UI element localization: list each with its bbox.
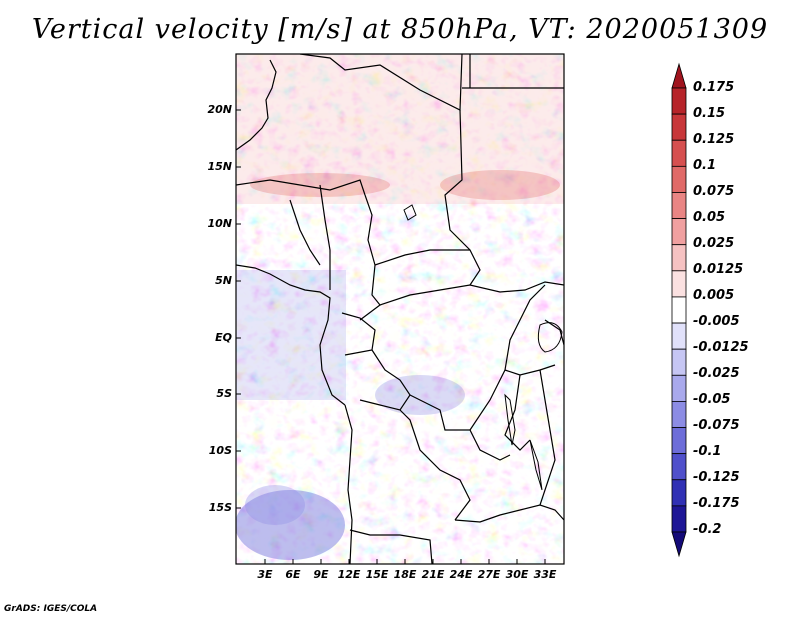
- colorbar-segment: [671, 62, 687, 89]
- map-title: Vertical velocity [m/s] at 850hPa, VT: 2…: [31, 14, 769, 45]
- lon-label-18e: 18E: [393, 568, 417, 581]
- lon-label-33e: 33E: [533, 568, 557, 581]
- colorbar-segment: [671, 374, 687, 402]
- lat-label-15n: 15N: [207, 160, 232, 173]
- colorbar: [671, 62, 687, 558]
- colorbar-segment: [671, 192, 687, 219]
- colorbar-segment: [671, 479, 687, 507]
- lakes: [403, 204, 563, 491]
- lon-label-6e: 6E: [285, 568, 301, 581]
- lat-label-10s: 10S: [208, 444, 232, 457]
- colorbar-label: -0.05: [693, 392, 731, 407]
- lat-label-5n: 5N: [215, 274, 232, 287]
- lat-label-20n: 20N: [207, 103, 232, 116]
- lon-label-3e: 3E: [257, 568, 273, 581]
- lon-label-9e: 9E: [313, 568, 329, 581]
- lat-label-15s: 15S: [208, 501, 232, 514]
- lat-label-10n: 10N: [207, 217, 232, 230]
- velocity-field: [236, 54, 564, 564]
- colorbar-segment: [671, 270, 687, 298]
- colorbar-label: -0.1: [693, 444, 722, 459]
- colorbar-segment: [671, 348, 687, 376]
- colorbar-label: 0.15: [693, 106, 726, 121]
- lon-label-15e: 15E: [365, 568, 389, 581]
- colorbar-label: 0.005: [693, 288, 735, 303]
- colorbar-segment: [671, 505, 687, 533]
- colorbar-label: 0.125: [693, 132, 735, 147]
- lon-label-21e: 21E: [421, 568, 445, 581]
- colorbar-label: -0.075: [693, 418, 740, 433]
- colorbar-label: -0.025: [693, 366, 740, 381]
- plot-frame: [235, 53, 565, 565]
- lon-label-24e: 24E: [449, 568, 473, 581]
- colorbar-label: 0.075: [693, 184, 735, 199]
- colorbar-label: 0.025: [693, 236, 735, 251]
- map-boundaries: [236, 54, 564, 564]
- colorbar-segment: [671, 113, 687, 141]
- colorbar-label: 0.0125: [693, 262, 744, 277]
- colorbar-label: 0.05: [693, 210, 726, 225]
- colorbar-segment: [671, 296, 687, 324]
- colorbar-segment: [671, 531, 687, 558]
- colorbar-label: -0.005: [693, 314, 740, 329]
- colorbar-label: 0.175: [693, 80, 735, 95]
- colorbar-segment: [671, 322, 687, 350]
- colorbar-segment: [671, 244, 687, 272]
- colorbar-label: -0.175: [693, 496, 740, 511]
- colorbar-segment: [671, 453, 687, 481]
- lon-label-12e: 12E: [337, 568, 361, 581]
- colorbar-segment: [671, 87, 687, 115]
- colorbar-label: -0.125: [693, 470, 740, 485]
- colorbar-label: -0.0125: [693, 340, 749, 355]
- lat-label-eq: EQ: [215, 331, 232, 344]
- lon-label-30e: 30E: [505, 568, 529, 581]
- colorbar-segment: [671, 139, 687, 167]
- axis-ticks: [236, 109, 546, 564]
- lat-label-5s: 5S: [216, 387, 232, 400]
- credit-text: GrADS: IGES/COLA: [4, 604, 98, 614]
- colorbar-segment: [671, 401, 687, 428]
- colorbar-segment: [671, 165, 687, 193]
- colorbar-segment: [671, 427, 687, 455]
- colorbar-label: -0.2: [693, 522, 722, 537]
- lon-label-27e: 27E: [477, 568, 501, 581]
- colorbar-segment: [671, 218, 687, 246]
- colorbar-label: 0.1: [693, 158, 717, 173]
